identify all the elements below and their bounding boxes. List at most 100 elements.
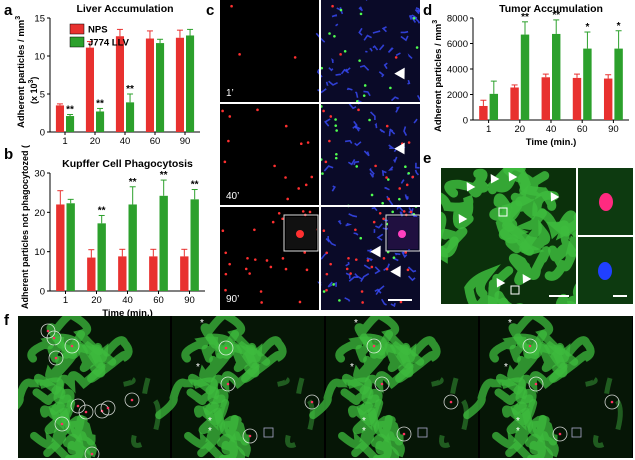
blue-stain — [348, 276, 359, 282]
particle-dot — [360, 290, 364, 293]
blue-stain — [379, 128, 386, 134]
green-cell — [334, 156, 338, 160]
bar — [118, 256, 127, 291]
green-cell — [362, 94, 366, 97]
bar — [479, 105, 488, 120]
x-tick-label: 1 — [486, 124, 491, 135]
tissue-vessel — [593, 434, 605, 448]
blue-stain — [383, 263, 390, 272]
tracked-particle-circle — [528, 376, 544, 392]
significance-label: ** — [66, 105, 74, 116]
particle-dot — [273, 164, 276, 168]
panel-label-a: a — [4, 2, 13, 19]
particle-dot — [349, 272, 352, 275]
bar — [552, 33, 561, 120]
legend-swatch — [69, 23, 85, 35]
green-cell — [363, 84, 367, 87]
green-cell — [320, 66, 324, 70]
particle-dot — [299, 142, 303, 146]
panel-label-b: b — [4, 146, 14, 163]
green-cell — [415, 46, 419, 49]
green-cell — [381, 201, 384, 205]
tissue-vessel — [198, 388, 229, 435]
x-tick-label: 40 — [122, 295, 133, 306]
blue-stain — [367, 248, 373, 252]
particle-dot — [310, 400, 314, 404]
blue-stain — [375, 285, 385, 295]
particle-dot — [298, 300, 302, 304]
tracked-particle-circle — [366, 338, 382, 354]
blue-stain — [381, 169, 387, 177]
bar — [520, 34, 530, 121]
tracked-particle-circle — [552, 426, 568, 442]
blue-stain — [345, 222, 353, 227]
tissue-vessel — [142, 377, 151, 395]
bar — [541, 77, 550, 120]
green-cell — [391, 210, 394, 214]
blue-stain — [325, 81, 329, 86]
particle-dot — [406, 268, 410, 272]
blue-stain — [337, 220, 342, 225]
bar — [510, 87, 519, 120]
blue-stain — [374, 122, 378, 129]
particle-dot — [399, 300, 403, 304]
legend-label: J774 LLV — [88, 38, 130, 49]
particle-dot — [76, 404, 80, 408]
tissue-vessel — [523, 330, 568, 378]
blue-stain — [400, 30, 409, 34]
bar — [55, 105, 64, 132]
blue-stain — [383, 219, 389, 222]
green-cell — [333, 34, 336, 38]
blue-stain — [389, 128, 396, 135]
micrograph-c-image: 1’ 40’ 90’ — [220, 0, 420, 310]
particle-dot — [230, 4, 233, 8]
arrowhead-icon — [496, 278, 506, 288]
x-tick-label: 90 — [184, 295, 195, 306]
asterisk-marker: * — [504, 362, 508, 373]
tissue-vessel — [487, 266, 514, 304]
bar — [175, 37, 184, 133]
particle-dot — [293, 56, 297, 59]
tissue-vessel — [507, 349, 540, 383]
asterisk-marker: * — [516, 426, 520, 437]
particle-dot — [325, 251, 329, 255]
tracking-box — [263, 427, 274, 438]
blue-stain — [328, 80, 338, 86]
tissue-vessel — [131, 434, 143, 448]
blue-stain — [363, 90, 371, 97]
green-cell — [359, 12, 363, 16]
panel-label-e: e — [423, 150, 432, 167]
bar — [572, 77, 582, 120]
particle-dot — [253, 258, 257, 261]
arrowhead-icon — [508, 172, 518, 182]
particle-dot — [385, 124, 389, 128]
bar — [126, 102, 135, 132]
tissue-vessel — [505, 208, 547, 256]
tissue-vessel — [502, 399, 538, 431]
particle-dot — [259, 290, 263, 293]
x-tick-label: 90 — [608, 124, 619, 135]
particle-dot — [277, 211, 281, 215]
particle-dot — [130, 398, 134, 402]
particle-dot — [339, 53, 342, 56]
blue-stain — [388, 144, 396, 150]
particle-dot — [347, 256, 350, 260]
particle-dot — [378, 211, 382, 215]
green-cell — [407, 172, 410, 175]
blue-stain — [381, 298, 387, 306]
green-cell — [321, 172, 324, 175]
asterisk-marker: * — [208, 426, 212, 437]
particle-dot — [281, 217, 284, 221]
particle-dot — [402, 432, 406, 436]
particle-dot — [385, 176, 388, 179]
asterisk-marker: * — [354, 318, 358, 329]
particle-dot — [271, 220, 275, 224]
tissue-vessel — [585, 377, 598, 387]
particle-dot — [286, 197, 289, 201]
blue-stain — [363, 34, 372, 41]
x-axis-label: Time (min.) — [526, 137, 577, 148]
blue-stain — [413, 118, 418, 124]
green-cell — [404, 165, 407, 169]
tissue-vessel — [353, 349, 386, 383]
y-tick-label: 5 — [40, 90, 45, 101]
